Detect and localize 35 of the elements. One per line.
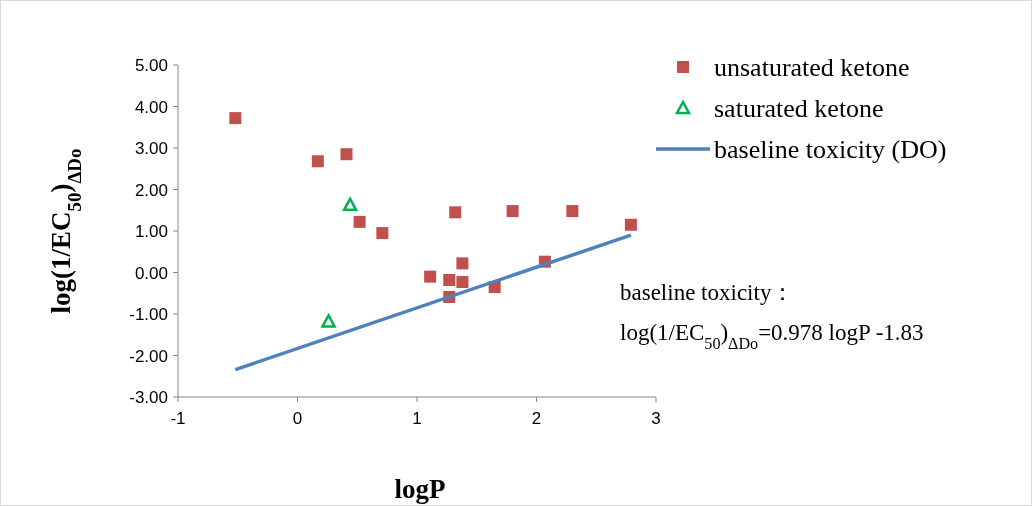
point xyxy=(342,197,358,212)
point xyxy=(449,206,462,219)
x-tick-label: 1 xyxy=(412,409,422,428)
point xyxy=(456,257,469,270)
point xyxy=(321,314,336,328)
y-tick-label: 4.00 xyxy=(134,97,168,117)
annotation: baseline toxicity： xyxy=(620,280,795,305)
point xyxy=(443,273,456,286)
point xyxy=(311,155,324,168)
point xyxy=(376,227,389,240)
point xyxy=(456,276,469,289)
point xyxy=(506,205,519,218)
x-tick-label: 2 xyxy=(531,409,542,428)
y-tick-label: -2.00 xyxy=(129,346,168,366)
point xyxy=(229,112,242,125)
point xyxy=(340,148,353,161)
x-axis-title: logP xyxy=(394,474,446,504)
y-tick-label: 1.00 xyxy=(134,222,168,241)
legend-label: unsaturated ketone xyxy=(714,53,910,82)
x-tick-label: 0 xyxy=(292,409,303,428)
point xyxy=(424,270,437,283)
point xyxy=(353,215,366,228)
point xyxy=(566,205,579,218)
y-tick-label: 3.00 xyxy=(134,139,168,158)
point xyxy=(624,218,637,231)
y-tick-label: 5.00 xyxy=(134,56,168,75)
legend-label: baseline toxicity (DO) xyxy=(714,135,947,164)
x-tick-label: 3 xyxy=(651,409,661,428)
y-tick-label: 0.00 xyxy=(134,263,168,283)
y-tick-label: -3.00 xyxy=(129,388,168,407)
y-tick-label: 2.00 xyxy=(134,180,168,200)
x-tick-label: -1 xyxy=(170,409,186,428)
legend-label: saturated ketone xyxy=(714,94,884,123)
y-tick-label: -1.00 xyxy=(129,305,168,324)
annotation: log(1/EC$_{50}$)$_{ΔDo}$=0.978 logP -1.83 xyxy=(620,320,924,352)
